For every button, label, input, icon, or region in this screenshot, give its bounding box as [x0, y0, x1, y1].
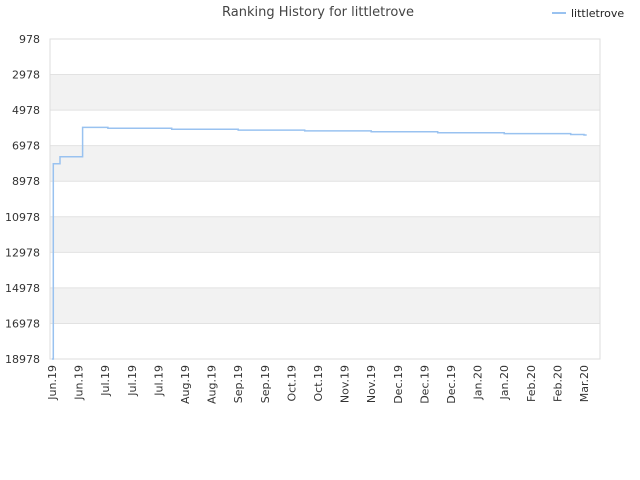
y-axis: 978 2978 4978 6978 8978 10978 12978 14978 16978 1…: [5, 33, 40, 366]
x-tick-label: Dec.19: [418, 365, 431, 404]
y-tick-label: 2978: [12, 69, 40, 82]
y-tick-label: 10978: [5, 211, 40, 224]
x-tick-label: Feb.20: [551, 365, 564, 402]
series-line-littletrove: [52, 126, 587, 360]
x-tick-label: Jun.19: [73, 365, 86, 401]
grid-band: [50, 145, 600, 182]
x-tick-label: Feb.20: [525, 365, 538, 402]
x-tick-label: Sep.19: [232, 365, 245, 403]
grid-band: [50, 287, 600, 324]
x-tick-label: Jan.20: [472, 365, 485, 400]
grid-band: [50, 74, 600, 111]
x-axis: Jun.19 Jun.19 Jul.19 Jul.19 Jul.19 Aug.19 Aug.…: [46, 365, 591, 404]
x-tick-label: Aug.19: [179, 365, 192, 404]
y-tick-label: 12978: [5, 246, 40, 259]
grid-band: [50, 216, 600, 253]
x-tick-label: Jul.19: [126, 365, 139, 397]
y-tick-label: 4978: [12, 104, 40, 117]
x-tick-label: Dec.19: [392, 365, 405, 404]
x-tick-label: Nov.19: [339, 365, 352, 403]
x-tick-label: Aug.19: [206, 365, 219, 404]
y-tick-label: 8978: [12, 175, 40, 188]
grid-bands: [50, 74, 600, 324]
y-tick-label: 18978: [5, 353, 40, 366]
plot-border: [49, 38, 601, 360]
y-tick-label: 16978: [5, 317, 40, 330]
x-tick-label: Jul.19: [152, 365, 165, 397]
x-tick-label: Oct.19: [312, 365, 325, 402]
x-tick-label: Jan.20: [498, 365, 511, 400]
series-group: [52, 126, 587, 360]
x-tick-label: Jun.19: [46, 365, 59, 401]
y-tick-label: 978: [19, 33, 40, 46]
x-tick-label: Dec.19: [445, 365, 458, 404]
y-tick-label: 6978: [12, 140, 40, 153]
x-tick-label: Jul.19: [99, 365, 112, 397]
legend[interactable]: littletrove: [552, 7, 624, 20]
legend-label-littletrove: littletrove: [571, 7, 624, 20]
x-tick-label: Sep.19: [259, 365, 272, 403]
x-tick-label: Mar.20: [578, 365, 591, 402]
x-tick-label: Oct.19: [285, 365, 298, 402]
chart-title: Ranking History for littletrove: [222, 5, 414, 20]
x-tick-label: Nov.19: [365, 365, 378, 403]
y-tick-label: 14978: [5, 282, 40, 295]
